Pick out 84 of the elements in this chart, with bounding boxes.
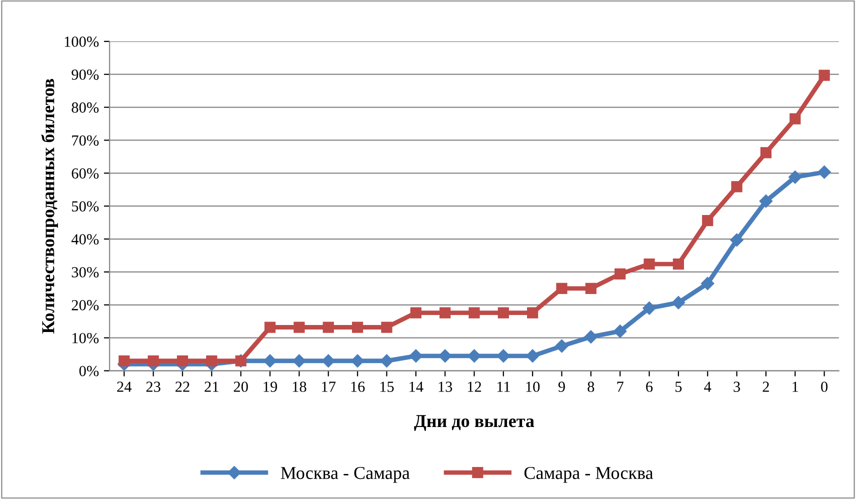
point — [760, 147, 772, 158]
point — [672, 258, 684, 270]
point — [148, 355, 159, 366]
point — [702, 215, 714, 226]
point — [584, 330, 598, 344]
point — [731, 181, 742, 192]
point — [818, 70, 830, 81]
x-tick-label: 16 — [351, 382, 365, 392]
point — [672, 296, 686, 310]
x-tick-label: 23 — [146, 382, 160, 392]
point — [176, 355, 188, 366]
y-tick-label: 20% — [72, 300, 99, 310]
y-tick-label: 60% — [72, 168, 99, 179]
point — [498, 307, 509, 318]
point — [642, 302, 656, 315]
y-tick-label: 90% — [72, 69, 99, 80]
y-tick-label: 70% — [72, 135, 99, 146]
y-axis-title: Количествопроданных билетов — [41, 78, 58, 334]
x-tick-label: 21 — [204, 382, 218, 392]
x-tick-label: 19 — [264, 382, 278, 392]
x-tick-label: 10 — [526, 382, 540, 392]
x-tick-label: 24 — [117, 382, 132, 392]
x-tick-label: 20 — [234, 382, 248, 392]
point — [585, 282, 596, 294]
point — [818, 166, 831, 179]
x-tick-label: 8 — [588, 382, 594, 392]
point — [322, 322, 334, 333]
legend-label: Самара - Москва — [524, 466, 654, 483]
point — [206, 355, 218, 366]
x-axis-title: Дни до вылета — [414, 415, 534, 431]
x-tick-label: 11 — [497, 382, 510, 392]
x-tick-label: 9 — [558, 382, 565, 392]
point — [350, 354, 364, 368]
y-tick-label: 50% — [72, 201, 99, 212]
y-tick-label: 10% — [72, 332, 99, 344]
point — [294, 322, 305, 333]
point — [380, 354, 394, 368]
point — [381, 322, 392, 333]
point — [468, 349, 481, 363]
x-tick-label: 6 — [646, 382, 653, 392]
x-tick-label: 2 — [762, 382, 769, 392]
x-tick-label: 18 — [292, 382, 306, 392]
y-tick-label: 40% — [71, 234, 99, 245]
x-tick-label: 22 — [176, 382, 190, 392]
point — [264, 322, 276, 333]
point — [352, 322, 364, 333]
point — [614, 324, 627, 338]
point — [438, 349, 452, 363]
point — [263, 354, 277, 368]
point — [644, 258, 655, 270]
x-tick-label: 14 — [410, 382, 424, 392]
point — [730, 233, 744, 247]
x-tick-label: 5 — [676, 382, 682, 392]
point — [292, 354, 306, 368]
point — [526, 349, 540, 363]
legend-label: Москва - Самара — [280, 466, 410, 483]
point — [322, 354, 335, 368]
y-tick-label: 30% — [72, 267, 99, 278]
point — [555, 339, 568, 353]
point — [468, 307, 480, 318]
x-tick-label: 15 — [380, 382, 394, 392]
point — [790, 113, 801, 124]
point — [614, 268, 626, 280]
point — [556, 282, 568, 294]
y-tick-label: 80% — [72, 102, 99, 113]
y-tick-label: 100% — [64, 36, 99, 47]
x-tick-label: 12 — [468, 382, 482, 392]
point — [788, 170, 802, 184]
point — [759, 194, 773, 208]
x-tick-label: 17 — [322, 382, 336, 392]
point — [409, 349, 422, 363]
point — [496, 349, 510, 363]
point — [118, 355, 130, 366]
x-tick-label: 0 — [821, 382, 828, 392]
x-tick-label: 1 — [792, 382, 798, 392]
point — [527, 307, 538, 318]
x-tick-label: 3 — [734, 382, 740, 392]
point — [439, 307, 451, 318]
point — [410, 307, 422, 318]
x-tick-label: 13 — [438, 382, 452, 392]
x-tick-label: 7 — [617, 382, 624, 392]
x-tick-label: 4 — [704, 382, 712, 392]
point — [701, 276, 714, 290]
y-tick-label: 0% — [79, 366, 99, 376]
